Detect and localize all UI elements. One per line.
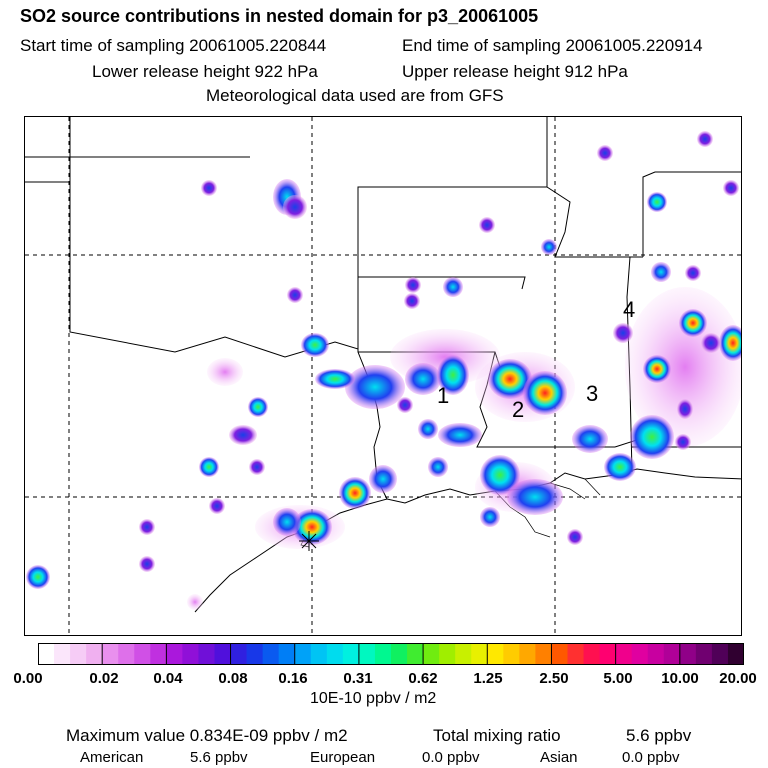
map-panel: 1 2 3 4 xyxy=(24,116,742,636)
total-mixing-ratio-value: 5.6 ppbv xyxy=(626,726,692,745)
colorbar-swatch xyxy=(455,643,472,665)
colorbar-swatch xyxy=(615,643,633,665)
colorbar-tick-11: 20.00 xyxy=(719,670,757,687)
colorbar-tick-2: 0.04 xyxy=(153,670,183,687)
colorbar-swatch xyxy=(358,643,376,665)
colorbar-border xyxy=(38,643,744,665)
colorbar-swatch xyxy=(679,643,697,665)
colorbar-swatch xyxy=(262,643,280,665)
colorbar-swatch xyxy=(583,643,601,665)
colorbar-swatch xyxy=(599,643,617,665)
colorbar-swatch xyxy=(631,643,649,665)
source-european-label: European xyxy=(310,749,376,766)
colorbar-units: 10E-10 ppbv / m2 xyxy=(310,690,437,707)
met-data-note: Meteorological data used are from GFS xyxy=(206,86,504,105)
colorbar-swatch xyxy=(310,643,328,665)
colorbar-swatch xyxy=(278,643,296,665)
concentration-field xyxy=(26,131,741,610)
colorbar-swatch xyxy=(407,643,424,665)
colorbar-swatch xyxy=(246,643,264,665)
region-label-2: 2 xyxy=(512,397,524,422)
map-canvas: 1 2 3 4 xyxy=(25,117,741,635)
colorbar-swatch xyxy=(374,643,392,665)
colorbar-tick-9: 5.00 xyxy=(603,670,633,687)
colorbar-swatch xyxy=(663,643,681,665)
colorbar-swatch xyxy=(487,643,504,665)
colorbar-swatch xyxy=(86,643,103,665)
colorbar-swatch xyxy=(118,643,135,665)
colorbar-swatch xyxy=(214,643,232,665)
region-label-4: 4 xyxy=(623,297,635,322)
colorbar-swatch xyxy=(198,643,216,665)
colorbar-swatch xyxy=(342,643,360,665)
colorbar-tick-5: 0.31 xyxy=(343,670,373,687)
region-label-3: 3 xyxy=(586,381,598,406)
end-time: End time of sampling 20061005.220914 xyxy=(402,36,703,55)
colorbar-swatch xyxy=(326,643,344,665)
start-time: Start time of sampling 20061005.220844 xyxy=(20,36,327,55)
colorbar-swatch xyxy=(567,643,585,665)
colorbar-tick-1: 0.02 xyxy=(89,670,119,687)
source-american-label: American xyxy=(80,749,144,766)
colorbar-tick-3: 0.08 xyxy=(218,670,248,687)
source-asian-label: Asian xyxy=(540,749,578,766)
colorbar-swatch xyxy=(102,643,119,665)
maximum-value: Maximum value 0.834E-09 ppbv / m2 xyxy=(66,726,348,745)
colorbar-swatch xyxy=(54,643,71,665)
upper-release-height: Upper release height 912 hPa xyxy=(402,62,628,81)
colorbar-swatch xyxy=(391,643,408,665)
colorbar-tick-8: 2.50 xyxy=(539,670,569,687)
region-label-1: 1 xyxy=(437,383,449,408)
colorbar-tick-0: 0.00 xyxy=(13,670,43,687)
colorbar-swatch xyxy=(647,643,665,665)
colorbar-tick-4: 0.16 xyxy=(278,670,308,687)
colorbar-tick-7: 1.25 xyxy=(473,670,503,687)
plot-title: SO2 source contributions in nested domai… xyxy=(20,6,539,26)
colorbar-swatch xyxy=(695,643,713,665)
colorbar-swatch xyxy=(230,643,248,665)
colorbar-swatch xyxy=(711,643,729,665)
colorbar-swatch xyxy=(150,643,167,665)
colorbar-tick-6: 0.62 xyxy=(408,670,438,687)
colorbar-swatch xyxy=(70,643,87,665)
coastline-detail xyxy=(300,478,601,548)
colorbar-swatch xyxy=(182,643,200,665)
colorbar-tick-10: 10.00 xyxy=(661,670,699,687)
colorbar-swatch xyxy=(551,643,569,665)
source-marker xyxy=(299,531,319,551)
colorbar-swatch xyxy=(294,643,312,665)
source-asian-value: 0.0 ppbv xyxy=(622,749,680,766)
colorbar-swatch xyxy=(727,643,744,665)
colorbar-swatch xyxy=(439,643,456,665)
source-european-value: 0.0 ppbv xyxy=(422,749,480,766)
colorbar-swatch xyxy=(503,643,520,665)
colorbar-swatch xyxy=(38,643,55,665)
source-american-value: 5.6 ppbv xyxy=(190,749,248,766)
colorbar-swatch xyxy=(423,643,440,665)
colorbar-swatch xyxy=(519,643,537,665)
colorbar-swatch xyxy=(134,643,151,665)
colorbar-swatch xyxy=(535,643,553,665)
colorbar xyxy=(38,643,744,665)
lower-release-height: Lower release height 922 hPa xyxy=(92,62,318,81)
colorbar-swatch xyxy=(166,643,184,665)
total-mixing-ratio-label: Total mixing ratio xyxy=(433,726,561,745)
colorbar-swatch xyxy=(471,643,488,665)
